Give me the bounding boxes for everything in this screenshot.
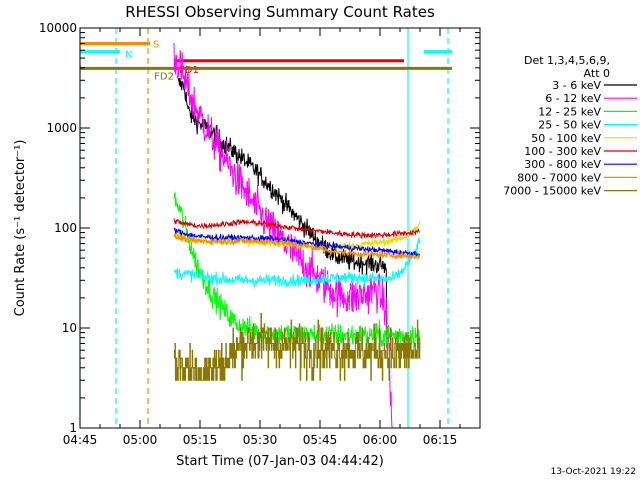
flag-fd2-label: FD2 <box>154 71 174 82</box>
legend-label-7: 800 - 7000 keV <box>517 171 601 184</box>
legend-label-1: 6 - 12 keV <box>545 92 601 105</box>
legend-label-3: 25 - 50 keV <box>538 119 601 132</box>
chart-title: RHESSI Observing Summary Count Rates <box>125 3 435 21</box>
date-stamp: 13-Oct-2021 19:22 <box>551 467 636 477</box>
series-3-to-6keV-line <box>177 77 388 348</box>
axes-group: 04:45 05:00 05:15 05:30 05:45 06:00 06:15 1 10 10… <box>39 21 481 447</box>
series-group <box>173 42 421 429</box>
y-tick-label-1: 10 <box>62 321 77 335</box>
x-tick-label-4: 05:45 <box>303 433 338 447</box>
x-tick-label-0: 04:45 <box>63 433 98 447</box>
x-tick-label-5: 06:00 <box>363 433 398 447</box>
y-tick-label-0: 1 <box>69 421 77 435</box>
legend-header-1: Att 0 <box>584 67 610 80</box>
legend-label-6: 300 - 800 keV <box>524 158 601 171</box>
x-tick-label-3: 05:30 <box>243 433 278 447</box>
flag-s-label: S <box>153 39 159 50</box>
y-axis-label: Count Rate (s⁻¹ detector⁻¹) <box>13 140 28 317</box>
legend-label-5: 100 - 300 keV <box>524 145 601 158</box>
series-50-to-100keV-line <box>173 221 421 251</box>
y-tick-label-3: 1000 <box>46 121 77 135</box>
x-tick-label-6: 06:15 <box>423 433 458 447</box>
y-tick-label-4: 10000 <box>39 21 77 35</box>
legend-header-0: Det 1,3,4,5,6,9, <box>524 54 610 67</box>
legend-label-0: 3 - 6 keV <box>552 79 601 92</box>
x-axis-label: Start Time (07-Jan-03 04:44:42) <box>176 454 384 469</box>
series-300-to-800keV-line <box>173 227 421 258</box>
legend-label-4: 50 - 100 keV <box>531 132 601 145</box>
series-6-to-12keV-line <box>173 42 400 429</box>
legend-label-8: 7000 - 15000 keV <box>503 185 601 198</box>
x-tick-label-1: 05:00 <box>123 433 158 447</box>
series-7000-to-15000keV-line <box>174 312 421 381</box>
series-800-to-7000keV-line <box>173 233 421 260</box>
series-100-to-300keV-line <box>173 218 420 240</box>
flag-n-label: N <box>125 50 132 61</box>
series-25-to-50keV-line <box>173 237 421 288</box>
x-tick-label-2: 05:15 <box>183 433 218 447</box>
y-tick-label-2: 100 <box>54 221 77 235</box>
legend-label-2: 12 - 25 keV <box>538 105 601 118</box>
